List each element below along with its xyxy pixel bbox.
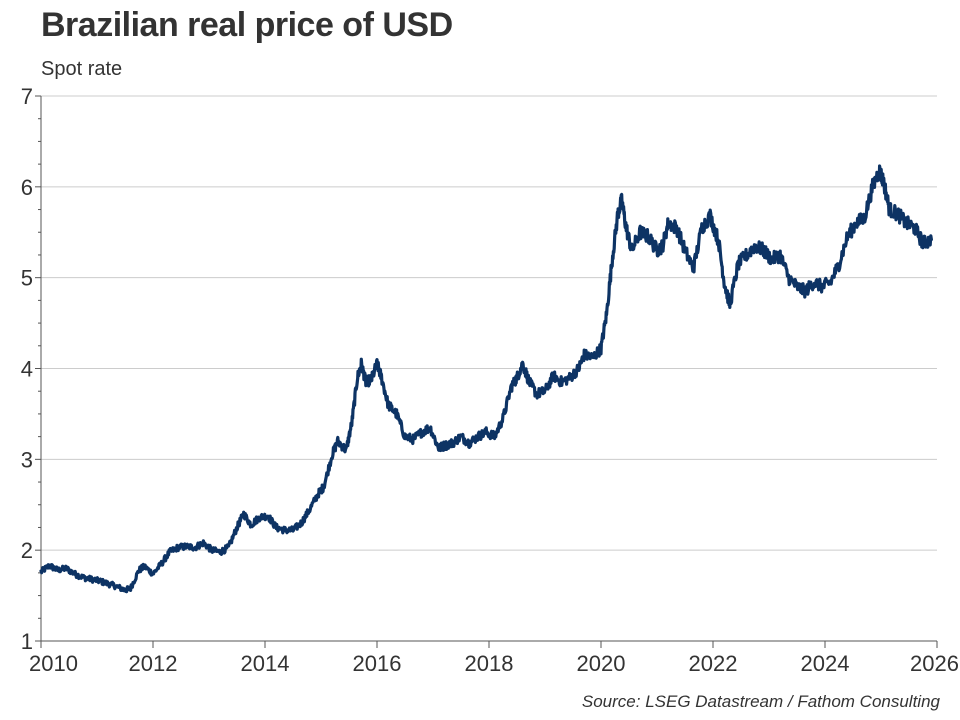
x-tick-label: 2016 [353,651,402,676]
y-tick-label: 5 [21,266,33,291]
y-tick-label: 3 [21,447,33,472]
chart-title: Brazilian real price of USD [41,6,453,44]
chart-subtitle: Spot rate [41,58,123,80]
chart-source: Source: LSEG Datastream / Fathom Consult… [581,692,940,711]
y-tick-label: 2 [21,538,33,563]
y-tick-label: 1 [21,629,33,654]
y-tick-label: 7 [21,84,33,109]
x-tick-label: 2014 [241,651,290,676]
x-tick-label: 2020 [577,651,626,676]
y-tick-label: 4 [21,357,33,382]
x-tick-label: 2024 [801,651,850,676]
y-tick-label: 6 [21,175,33,200]
x-tick-label: 2022 [689,651,738,676]
axes [35,95,938,648]
x-tick-label: 2010 [29,651,78,676]
x-tick-label: 2018 [465,651,514,676]
tick-labels: 1 2 3 4 5 6 7 2010 2012 2014 2016 2018 2020 2022 2024 2… [21,84,959,676]
series-line-0 [39,164,934,594]
gridlines [41,95,937,551]
x-tick-label: 2026 [910,651,959,676]
x-tick-label: 2012 [129,651,178,676]
series-layer [39,164,934,594]
